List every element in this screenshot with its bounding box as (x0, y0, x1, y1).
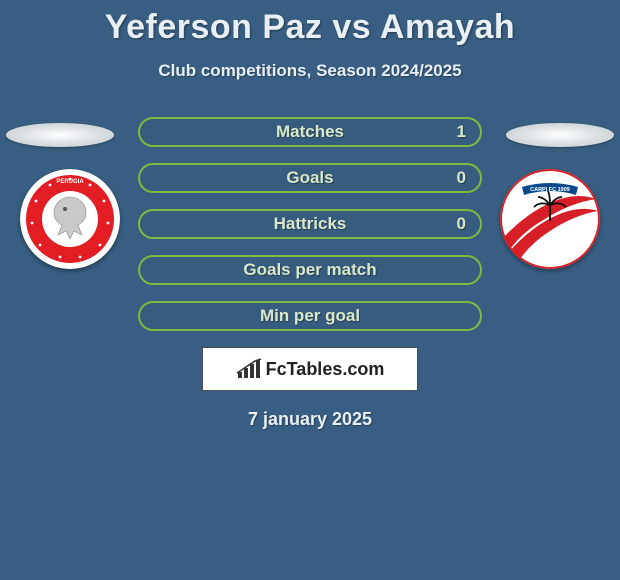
date-text: 7 january 2025 (0, 409, 620, 430)
page-title: Yeferson Paz vs Amayah (0, 0, 620, 47)
stat-row-goals: Goals 0 (138, 163, 482, 193)
page-subtitle: Club competitions, Season 2024/2025 (0, 61, 620, 81)
stat-row-matches: Matches 1 (138, 117, 482, 147)
stat-value-right: 0 (457, 214, 466, 234)
stat-row-goals-per-match: Goals per match (138, 255, 482, 285)
stat-row-hattricks: Hattricks 0 (138, 209, 482, 239)
player-badge-left (6, 123, 114, 147)
stat-label: Hattricks (274, 214, 347, 234)
brand-box: FcTables.com (202, 347, 418, 391)
club-logo-right: CARPI FC 1909 (500, 169, 600, 269)
stat-value-right: 0 (457, 168, 466, 188)
stat-row-min-per-goal: Min per goal (138, 301, 482, 331)
stats-list: Matches 1 Goals 0 Hattricks 0 Goals per … (138, 117, 482, 331)
brand-text: FcTables.com (266, 359, 385, 380)
stat-label: Goals per match (243, 260, 376, 280)
club-logo-left-text: PERUGIA (56, 179, 84, 185)
player-badge-right (506, 123, 614, 147)
stat-value-right: 1 (457, 122, 466, 142)
stat-label: Matches (276, 122, 344, 142)
stat-label: Min per goal (260, 306, 360, 326)
bar-chart-icon (236, 358, 262, 380)
stat-label: Goals (286, 168, 333, 188)
comparison-content: PERUGIA CARPI FC 1909 Matches 1 Goals 0 … (0, 117, 620, 430)
club-logo-right-text: CARPI FC 1909 (530, 187, 570, 193)
club-logo-left: PERUGIA (20, 169, 120, 269)
